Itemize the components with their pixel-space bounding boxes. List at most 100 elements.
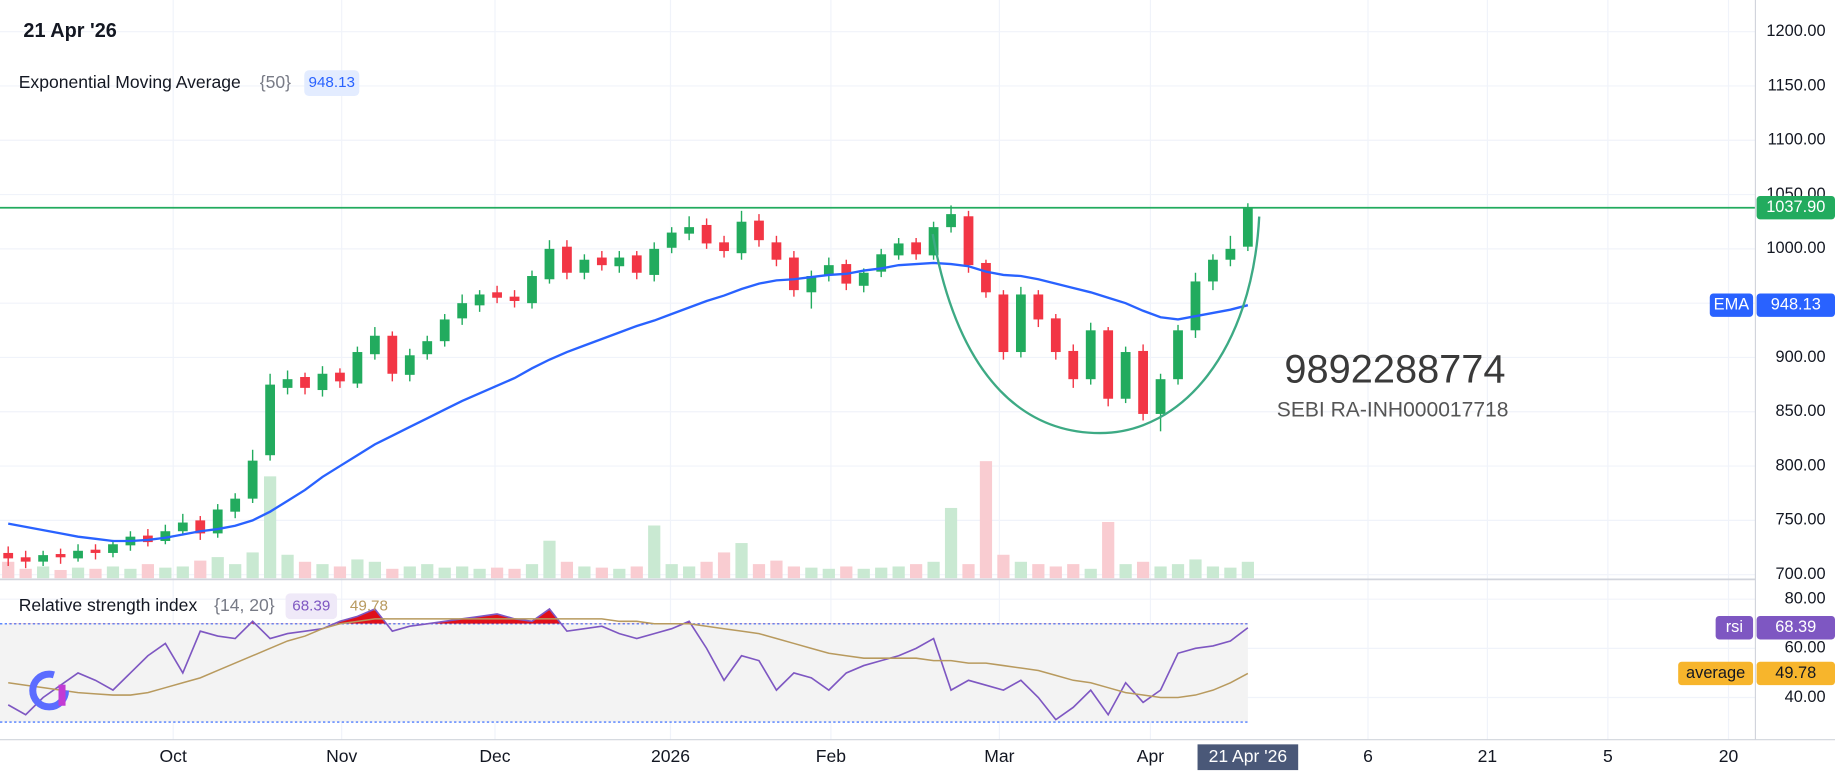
candle-body (562, 246, 572, 273)
volume-bar (176, 566, 189, 579)
candle-body (3, 552, 14, 559)
candle-body (823, 265, 834, 275)
date-badge-label: 21 Apr '26 (1209, 746, 1287, 766)
candle-body (596, 257, 607, 266)
candle-body (422, 341, 433, 355)
series-value-label: 68.39 (1775, 618, 1816, 636)
volume-bar (159, 567, 172, 579)
candle-body (38, 555, 49, 562)
candle-body (771, 242, 782, 260)
candle-body (527, 276, 537, 304)
candle-body (492, 292, 502, 298)
candle-body (1190, 281, 1201, 331)
candle-body (55, 554, 66, 558)
volume-bar (1224, 567, 1237, 579)
x-tick-label: Dec (479, 746, 510, 766)
candle-body (806, 276, 817, 293)
x-tick-label: 21 (1478, 746, 1498, 766)
volume-bar (246, 552, 259, 579)
cup-drawing (931, 216, 1261, 435)
volume-bar (19, 568, 32, 579)
volume-bar (997, 554, 1010, 579)
y-tick-label: 1000.00 (1766, 239, 1825, 257)
volume-bar (1102, 521, 1115, 579)
rsi-value-badge (285, 593, 338, 620)
x-tick-label: Apr (1137, 746, 1164, 766)
x-tick-label: Nov (326, 746, 357, 766)
volume-bar (770, 560, 783, 579)
volume-bar (508, 568, 521, 579)
candle-body (649, 248, 660, 275)
candle-body (474, 294, 485, 306)
candle-body (509, 296, 520, 301)
candle-body (1173, 330, 1183, 380)
volume-bar (403, 566, 416, 579)
candle-body (876, 254, 887, 272)
volume-bar (857, 568, 870, 579)
candle-body (404, 355, 415, 375)
candle-body (387, 335, 398, 374)
volume-bar (1049, 566, 1062, 579)
volume-bar (1067, 564, 1080, 579)
volume-bar (351, 559, 364, 579)
volume-bar (717, 552, 731, 579)
volume-bar (1084, 568, 1097, 579)
plot-area (0, 203, 1756, 723)
candle-body (1242, 207, 1253, 247)
candle-body (300, 377, 310, 388)
series-tag-badge (1678, 661, 1754, 686)
candle-body (177, 522, 188, 532)
volume-bar (805, 567, 818, 579)
last-price-badge (1756, 195, 1835, 220)
candle-body (754, 220, 764, 241)
watermark-registration: SEBI RA-INH000017718 (1277, 398, 1509, 421)
candle-body (1085, 330, 1096, 380)
volume-bar (1014, 561, 1027, 579)
last-price-label: 1037.90 (1766, 198, 1825, 216)
y-tick-label: 800.00 (1776, 456, 1826, 474)
candle-body (1120, 352, 1131, 399)
candle-body (1050, 318, 1061, 353)
rsi-line (8, 618, 1249, 699)
x-tick-label: 2026 (651, 746, 690, 766)
volume-bar (490, 567, 504, 579)
volume-bar (648, 525, 661, 579)
candle-body (998, 294, 1009, 353)
candle-body (946, 214, 956, 228)
candle-body (911, 242, 922, 255)
y-tick-label: 1100.00 (1768, 131, 1826, 149)
watermark-phone: 9892288774 (1284, 348, 1505, 392)
volume-bar (927, 561, 940, 579)
rsi-tick-label: 40.00 (1785, 688, 1826, 706)
candle-body (579, 259, 590, 273)
volume-bar (822, 568, 835, 579)
rsi-tick-label: 60.00 (1785, 639, 1826, 657)
volume-bar (229, 564, 242, 579)
rsi-value: 68.39 (292, 597, 330, 614)
candle-body (1068, 350, 1079, 380)
average-value: 49.78 (350, 597, 388, 614)
ema-tag-badge (1709, 293, 1754, 317)
volume-bar (106, 566, 120, 579)
candle-body (614, 257, 625, 267)
volume-bar (2, 561, 15, 579)
x-tick-label: 20 (1719, 746, 1739, 766)
volume-bar (1171, 564, 1185, 579)
candle-body (631, 255, 642, 273)
series-value-label: 49.78 (1775, 664, 1816, 682)
candle-body (1155, 379, 1166, 414)
volume-bar (333, 566, 347, 579)
volume-bar (71, 567, 85, 579)
volume-bar (578, 566, 591, 579)
candle-body (701, 224, 712, 244)
candle-body (1015, 294, 1026, 353)
candle-body (282, 379, 293, 388)
rsi-name: Relative strength index (19, 595, 198, 615)
ema-tag: EMA (1714, 296, 1750, 314)
candle-body (90, 549, 101, 553)
candle-body (247, 460, 258, 499)
volume-bar (1119, 564, 1132, 579)
candle-body (789, 257, 799, 291)
